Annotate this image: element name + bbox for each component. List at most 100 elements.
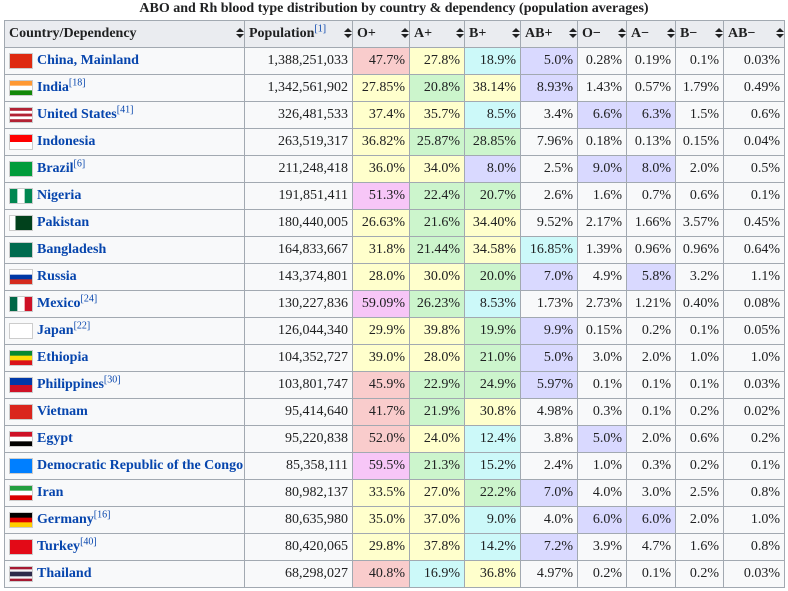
- country-cell: Germany[16]: [4, 506, 245, 534]
- percentage-cell: 1.0%: [577, 452, 627, 480]
- country-link[interactable]: Iran: [37, 485, 64, 501]
- country-cell: Bangladesh: [4, 236, 245, 264]
- population-cell: 211,248,418: [244, 155, 353, 183]
- country-link[interactable]: Thailand: [37, 566, 92, 582]
- footnote-ref[interactable]: [41]: [116, 104, 134, 116]
- percentage-cell: 47.7%: [352, 47, 410, 75]
- percentage-cell: 0.28%: [577, 47, 627, 75]
- percentage-cell: 27.85%: [352, 74, 410, 102]
- country-link[interactable]: Egypt: [37, 431, 73, 447]
- percentage-cell: 51.3%: [352, 182, 410, 210]
- population-cell: 103,801,747: [244, 371, 353, 399]
- country-link[interactable]: Vietnam: [37, 404, 88, 420]
- percentage-cell: 35.7%: [409, 101, 465, 129]
- percentage-cell: 28.85%: [464, 128, 521, 156]
- percentage-cell: 8.5%: [464, 101, 521, 129]
- table-row: Mexico[24] 130,227,836 59.09% 26.23% 8.53% 1.…: [4, 290, 785, 318]
- column-header[interactable]: B−: [675, 20, 724, 48]
- table-row: Turkey[40] 80,420,065 29.8% 37.8% 14.2% 7.2% 3…: [4, 533, 785, 561]
- percentage-cell: 1.43%: [577, 74, 627, 102]
- footnote-ref[interactable]: [24]: [80, 293, 98, 305]
- percentage-cell: 7.0%: [520, 479, 578, 507]
- country-link[interactable]: Russia: [37, 269, 77, 285]
- percentage-cell: 38.14%: [464, 74, 521, 102]
- country-link[interactable]: Japan: [37, 323, 74, 339]
- percentage-cell: 0.2%: [675, 452, 724, 480]
- column-header[interactable]: Country/Dependency: [4, 20, 245, 48]
- country-link[interactable]: India: [37, 80, 69, 96]
- percentage-cell: 41.7%: [352, 398, 410, 426]
- country-cell: Turkey[40]: [4, 533, 245, 561]
- country-link[interactable]: Turkey: [37, 539, 81, 555]
- percentage-cell: 8.93%: [520, 74, 578, 102]
- flag-icon: [9, 322, 33, 339]
- percentage-cell: 3.57%: [675, 209, 724, 237]
- percentage-cell: 2.4%: [520, 452, 578, 480]
- percentage-cell: 0.45%: [723, 209, 785, 237]
- country-link[interactable]: Philippines: [37, 377, 104, 393]
- footnote-ref[interactable]: [40]: [80, 536, 97, 548]
- column-header[interactable]: O−: [577, 20, 627, 48]
- column-header[interactable]: O+: [352, 20, 410, 48]
- column-header[interactable]: A+: [409, 20, 465, 48]
- column-header[interactable]: AB+: [520, 20, 578, 48]
- footnote-ref[interactable]: [18]: [68, 77, 86, 89]
- country-link[interactable]: Nigeria: [37, 188, 82, 204]
- population-cell: 80,982,137: [244, 479, 353, 507]
- footnote-ref[interactable]: [22]: [73, 320, 91, 332]
- country-cell: United States[41]: [4, 101, 245, 129]
- column-header[interactable]: Population[1]: [244, 20, 353, 48]
- country-link[interactable]: Ethiopia: [37, 350, 89, 366]
- footnote-ref[interactable]: [16]: [93, 509, 111, 521]
- country-link[interactable]: Pakistan: [37, 215, 90, 231]
- column-header[interactable]: B+: [464, 20, 521, 48]
- column-header[interactable]: AB−: [723, 20, 785, 48]
- country-link[interactable]: Germany: [37, 512, 94, 528]
- country-link[interactable]: Brazil: [37, 161, 74, 177]
- country-link[interactable]: United States: [37, 107, 117, 123]
- percentage-cell: 37.0%: [409, 506, 465, 534]
- flag-icon: [9, 79, 33, 96]
- country-link[interactable]: Mexico: [37, 296, 81, 312]
- percentage-cell: 0.64%: [723, 236, 785, 264]
- percentage-cell: 0.05%: [723, 317, 785, 345]
- country-link[interactable]: Bangladesh: [37, 242, 107, 258]
- percentage-cell: 0.8%: [723, 479, 785, 507]
- percentage-cell: 2.73%: [577, 290, 627, 318]
- footnote-ref[interactable]: [6]: [73, 158, 86, 170]
- country-link[interactable]: Indonesia: [37, 134, 96, 150]
- country-link[interactable]: China, Mainland: [37, 53, 139, 69]
- column-header[interactable]: A−: [626, 20, 676, 48]
- population-cell: 191,851,411: [244, 182, 353, 210]
- percentage-cell: 2.0%: [626, 425, 676, 453]
- percentage-cell: 1.73%: [520, 290, 578, 318]
- percentage-cell: 31.8%: [352, 236, 410, 264]
- footnote-ref[interactable]: [30]: [103, 374, 121, 386]
- country-link[interactable]: Democratic Republic of the Congo: [37, 458, 244, 474]
- flag-icon: [9, 52, 33, 69]
- percentage-cell: 3.4%: [520, 101, 578, 129]
- header-text: AB+: [525, 26, 553, 41]
- table-row: Japan[22] 126,044,340 29.9% 39.8% 19.9% 9.9% 0…: [4, 317, 785, 345]
- header-text: A+: [414, 26, 433, 41]
- country-cell: Philippines[30]: [4, 371, 245, 399]
- population-cell: 164,833,667: [244, 236, 353, 264]
- percentage-cell: 39.8%: [409, 317, 465, 345]
- country-cell: Pakistan: [4, 209, 245, 237]
- flag-icon: [9, 160, 33, 177]
- percentage-cell: 21.0%: [464, 344, 521, 372]
- percentage-cell: 7.0%: [520, 263, 578, 291]
- flag-icon: [9, 538, 33, 555]
- footnote-ref[interactable]: [1]: [314, 23, 327, 35]
- percentage-cell: 0.02%: [723, 398, 785, 426]
- flag-icon: [9, 376, 33, 393]
- percentage-cell: 27.8%: [409, 47, 465, 75]
- percentage-cell: 0.6%: [675, 425, 724, 453]
- percentage-cell: 0.3%: [626, 452, 676, 480]
- percentage-cell: 22.2%: [464, 479, 521, 507]
- percentage-cell: 4.0%: [577, 479, 627, 507]
- percentage-cell: 12.4%: [464, 425, 521, 453]
- percentage-cell: 2.5%: [675, 479, 724, 507]
- percentage-cell: 7.96%: [520, 128, 578, 156]
